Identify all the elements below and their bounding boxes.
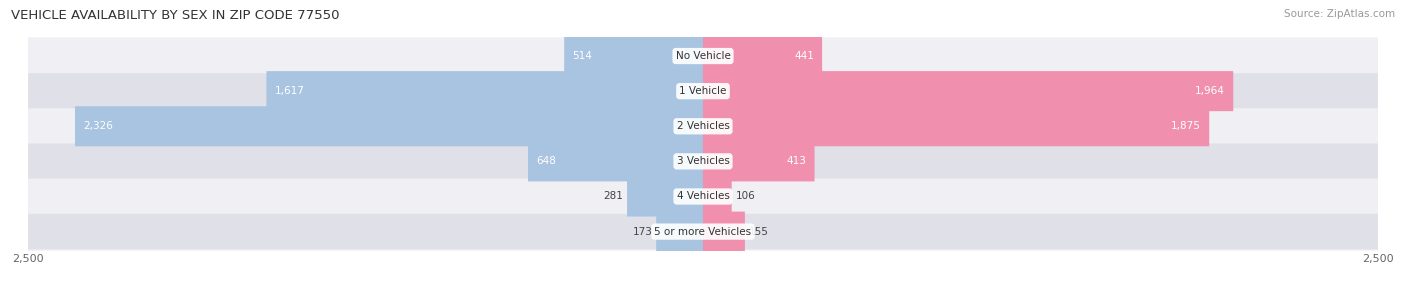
Text: 413: 413 [786,156,807,166]
FancyBboxPatch shape [703,106,1209,146]
Text: 2 Vehicles: 2 Vehicles [676,121,730,131]
FancyBboxPatch shape [703,177,731,217]
FancyBboxPatch shape [703,141,814,181]
FancyBboxPatch shape [657,211,703,252]
Text: 281: 281 [603,192,623,201]
FancyBboxPatch shape [703,36,823,76]
Text: 441: 441 [794,51,814,61]
Text: 648: 648 [536,156,555,166]
Text: 2,326: 2,326 [83,121,112,131]
Text: No Vehicle: No Vehicle [675,51,731,61]
FancyBboxPatch shape [627,177,703,217]
Text: 1,617: 1,617 [274,86,305,96]
FancyBboxPatch shape [28,144,1378,179]
FancyBboxPatch shape [266,71,703,111]
FancyBboxPatch shape [28,108,1378,144]
Text: 1 Vehicle: 1 Vehicle [679,86,727,96]
FancyBboxPatch shape [28,179,1378,215]
Text: VEHICLE AVAILABILITY BY SEX IN ZIP CODE 77550: VEHICLE AVAILABILITY BY SEX IN ZIP CODE … [11,9,340,22]
Text: 514: 514 [572,51,592,61]
FancyBboxPatch shape [28,38,1378,74]
FancyBboxPatch shape [703,211,745,252]
FancyBboxPatch shape [75,106,703,146]
FancyBboxPatch shape [529,141,703,181]
Text: Source: ZipAtlas.com: Source: ZipAtlas.com [1284,9,1395,19]
FancyBboxPatch shape [703,71,1233,111]
Text: 1,875: 1,875 [1171,121,1201,131]
Text: 106: 106 [735,192,755,201]
Text: 1,964: 1,964 [1195,86,1225,96]
Text: 3 Vehicles: 3 Vehicles [676,156,730,166]
Text: 155: 155 [749,227,769,237]
Text: 4 Vehicles: 4 Vehicles [676,192,730,201]
FancyBboxPatch shape [564,36,703,76]
Text: 173: 173 [633,227,652,237]
FancyBboxPatch shape [28,73,1378,109]
FancyBboxPatch shape [28,214,1378,249]
Text: 5 or more Vehicles: 5 or more Vehicles [654,227,752,237]
